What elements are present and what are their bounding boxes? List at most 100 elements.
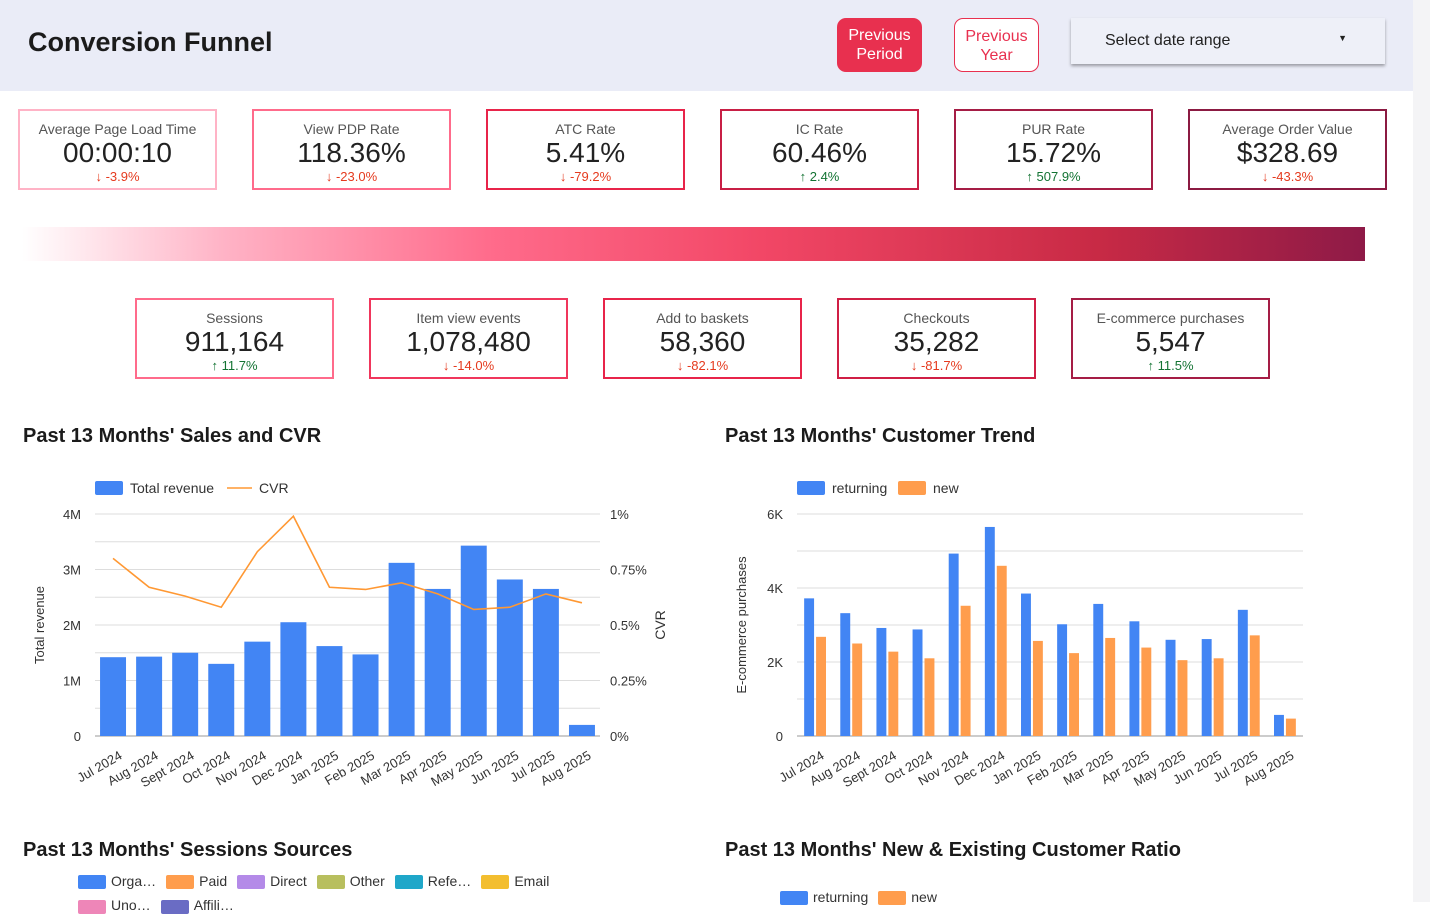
legend-label: Orga… bbox=[111, 873, 156, 889]
arrow-down-icon: ↓ bbox=[95, 169, 102, 184]
legend-item[interactable]: returning bbox=[780, 889, 868, 905]
kpi-delta-value: -81.7% bbox=[921, 358, 962, 373]
kpi-label: E-commerce purchases bbox=[1073, 310, 1268, 326]
y-tick-label: 4K bbox=[767, 581, 783, 596]
arrow-up-icon: ↑ bbox=[1147, 358, 1154, 373]
y-tick-label: 2K bbox=[767, 655, 783, 670]
legend-label: Email bbox=[514, 873, 549, 889]
y2-tick-label: 0.25% bbox=[610, 674, 647, 689]
bar bbox=[425, 589, 451, 736]
sessions-sources-legend: Orga… Paid Direct Other Refe… Email Uno… Affili… bbox=[78, 873, 618, 914]
legend-label: returning bbox=[832, 480, 887, 496]
customer-trend-title: Past 13 Months' Customer Trend bbox=[725, 425, 1035, 448]
legend-item[interactable]: Uno… bbox=[78, 897, 151, 913]
legend-label: Affili… bbox=[194, 897, 234, 913]
y-axis-label: E-commerce purchases bbox=[734, 556, 749, 694]
legend-item: returning bbox=[797, 480, 887, 496]
bar bbox=[172, 653, 198, 736]
bar bbox=[1286, 719, 1296, 736]
bar bbox=[461, 546, 487, 736]
kpi-delta: ↑ 11.7% bbox=[137, 358, 332, 373]
kpi-delta-value: -23.0% bbox=[336, 169, 377, 184]
bar bbox=[852, 644, 862, 737]
legend-swatch bbox=[78, 875, 106, 889]
bar bbox=[100, 657, 126, 736]
bar bbox=[1129, 621, 1139, 736]
bar bbox=[497, 579, 523, 736]
customer-ratio-title: Past 13 Months' New & Existing Customer … bbox=[725, 839, 1181, 862]
kpi-delta-value: -82.1% bbox=[687, 358, 728, 373]
arrow-up-icon: ↑ bbox=[800, 169, 807, 184]
bar bbox=[1105, 638, 1115, 736]
y-tick-label: 6K bbox=[767, 507, 783, 522]
y2-axis-label: CVR bbox=[652, 610, 668, 640]
date-range-select[interactable]: Select date range▼ bbox=[1071, 18, 1385, 64]
legend-item[interactable]: Email bbox=[481, 873, 549, 889]
y-tick-label: 0 bbox=[776, 729, 783, 744]
kpi-value: 15.72% bbox=[956, 137, 1151, 169]
kpi-value: 1,078,480 bbox=[371, 326, 566, 358]
bar bbox=[1274, 715, 1284, 736]
bar bbox=[816, 637, 826, 736]
kpi-delta-value: -43.3% bbox=[1272, 169, 1313, 184]
previous-period-button[interactable]: Previous Period bbox=[837, 18, 922, 72]
bar bbox=[925, 658, 935, 736]
bar bbox=[961, 606, 971, 736]
kpi-value: 00:00:10 bbox=[20, 137, 215, 169]
kpi-value: 911,164 bbox=[137, 326, 332, 358]
legend-item[interactable]: Other bbox=[317, 873, 385, 889]
kpi-delta: ↑ 2.4% bbox=[722, 169, 917, 184]
legend-label: Total revenue bbox=[130, 480, 214, 496]
y2-tick-label: 1% bbox=[610, 507, 629, 522]
kpi-label: Checkouts bbox=[839, 310, 1034, 326]
legend-swatch bbox=[878, 891, 906, 905]
kpi-delta-value: 11.5% bbox=[1158, 358, 1194, 373]
bar bbox=[1069, 653, 1079, 736]
sales-cvr-title: Past 13 Months' Sales and CVR bbox=[23, 425, 321, 448]
kpi-label: Average Order Value bbox=[1190, 121, 1385, 137]
kpi-delta-value: 507.9% bbox=[1037, 169, 1081, 184]
legend-swatch bbox=[481, 875, 509, 889]
kpi-label: IC Rate bbox=[722, 121, 917, 137]
legend-item[interactable]: Paid bbox=[166, 873, 227, 889]
kpi-value: 58,360 bbox=[605, 326, 800, 358]
kpi-label: PUR Rate bbox=[956, 121, 1151, 137]
bar bbox=[389, 563, 415, 736]
bar bbox=[280, 622, 306, 736]
legend-item[interactable]: Affili… bbox=[161, 897, 234, 913]
legend-label: Other bbox=[350, 873, 385, 889]
kpi-delta: ↓ -23.0% bbox=[254, 169, 449, 184]
kpi-value: 35,282 bbox=[839, 326, 1034, 358]
kpi-delta: ↓ -79.2% bbox=[488, 169, 683, 184]
bar bbox=[1214, 658, 1224, 736]
legend-label: Direct bbox=[270, 873, 307, 889]
arrow-down-icon: ↓ bbox=[560, 169, 567, 184]
kpi-delta: ↑ 11.5% bbox=[1073, 358, 1268, 373]
sessions-sources-title: Past 13 Months' Sessions Sources bbox=[23, 839, 352, 862]
y-tick-label: 2M bbox=[63, 618, 81, 633]
legend-item: Total revenue bbox=[95, 480, 214, 496]
legend-label: CVR bbox=[259, 480, 289, 496]
legend-item[interactable]: Direct bbox=[237, 873, 307, 889]
previous-year-button[interactable]: Previous Year bbox=[954, 18, 1039, 72]
arrow-up-icon: ↑ bbox=[211, 358, 218, 373]
kpi-delta: ↑ 507.9% bbox=[956, 169, 1151, 184]
bar bbox=[569, 725, 595, 736]
legend-label: Refe… bbox=[428, 873, 472, 889]
scrollbar[interactable] bbox=[1413, 0, 1430, 902]
kpi-value: 118.36% bbox=[254, 137, 449, 169]
legend-item[interactable]: new bbox=[878, 889, 937, 905]
arrow-down-icon: ↓ bbox=[911, 358, 918, 373]
legend-item[interactable]: Orga… bbox=[78, 873, 156, 889]
legend-item[interactable]: Refe… bbox=[395, 873, 472, 889]
y-tick-label: 1M bbox=[63, 674, 81, 689]
bar bbox=[244, 642, 270, 736]
date-range-label: Select date range bbox=[1105, 32, 1230, 49]
kpi-value: $328.69 bbox=[1190, 137, 1385, 169]
kpi-label: Average Page Load Time bbox=[20, 121, 215, 137]
